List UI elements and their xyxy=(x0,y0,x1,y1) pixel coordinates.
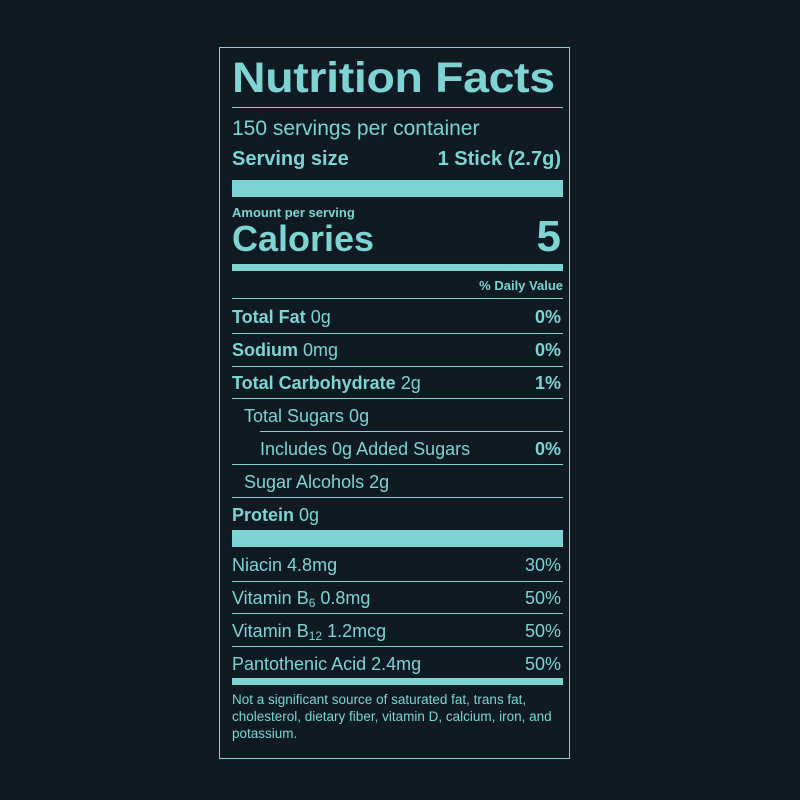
serving-size-label: Serving size xyxy=(232,148,349,170)
nutrient-row-sugar-alcohols: Sugar Alcohols 2g xyxy=(220,466,569,498)
vitamin-row-b12: Vitamin B12 1.2mcg 50% xyxy=(220,615,569,647)
servings-per-container: 150 servings per container xyxy=(232,117,480,140)
nutrient-row-total-fat: Total Fat 0g 0% xyxy=(220,301,569,333)
nutrient-name: Total Fat xyxy=(232,307,306,327)
nutrient-name: Sodium xyxy=(232,340,298,360)
vitamin-row-b6: Vitamin B6 0.8mg 50% xyxy=(220,582,569,614)
nutrient-row-added-sugars: Includes 0g Added Sugars 0% xyxy=(220,433,569,465)
nutrient-dv: 0% xyxy=(534,307,561,327)
nutrient-name: Includes 0g Added Sugars xyxy=(260,439,471,459)
medium-divider xyxy=(232,264,563,271)
divider xyxy=(232,581,563,582)
vitamin-amount: 2.4mg xyxy=(371,654,422,674)
vitamin-amount: 4.8mg xyxy=(287,555,338,575)
nutrient-dv: 1% xyxy=(534,373,561,393)
medium-divider xyxy=(232,678,563,685)
nutrient-name: Total Carbohydrate xyxy=(232,373,396,393)
vitamin-name: Niacin xyxy=(232,555,283,575)
vitamin-amount: 1.2mcg xyxy=(327,621,387,641)
calories-value: 5 xyxy=(536,212,561,261)
nutrient-name: Protein xyxy=(232,505,295,525)
nutrient-name: Sugar Alcohols 2g xyxy=(244,472,390,492)
nutrient-amount: 0g xyxy=(299,505,320,525)
vitamin-dv: 30% xyxy=(524,555,561,575)
thick-divider xyxy=(232,530,563,547)
nutrient-dv: 0% xyxy=(534,439,561,459)
label-title: Nutrition Facts xyxy=(232,54,555,102)
nutrient-amount: 0g xyxy=(310,307,331,327)
vitamin-dv: 50% xyxy=(524,621,561,641)
vitamin-name: Vitamin B xyxy=(232,621,309,641)
footnote: Not a significant source of saturated fa… xyxy=(232,692,552,741)
vitamin-dv: 50% xyxy=(524,588,561,608)
nutrient-amount: 2g xyxy=(400,373,421,393)
nutrient-row-protein: Protein 0g xyxy=(220,499,569,531)
nutrient-dv: 0% xyxy=(534,340,561,360)
divider xyxy=(232,398,563,399)
divider xyxy=(232,107,563,108)
divider xyxy=(260,431,563,432)
divider xyxy=(232,497,563,498)
divider xyxy=(232,646,563,647)
vitamin-name: Vitamin B xyxy=(232,588,309,608)
divider xyxy=(232,366,563,367)
vitamin-subscript: 12 xyxy=(308,629,323,643)
vitamin-amount: 0.8mg xyxy=(320,588,371,608)
nutrient-row-total-carbohydrate: Total Carbohydrate 2g 1% xyxy=(220,367,569,399)
nutrient-row-total-sugars: Total Sugars 0g xyxy=(220,400,569,432)
calories-label: Calories xyxy=(232,218,375,259)
thick-divider xyxy=(232,180,563,197)
amount-per-serving: Amount per serving xyxy=(232,205,355,220)
daily-value-header: % Daily Value xyxy=(479,278,563,293)
divider xyxy=(232,298,563,299)
divider xyxy=(232,333,563,334)
vitamin-name: Pantothenic Acid xyxy=(232,654,367,674)
vitamin-row-pantothenic-acid: Pantothenic Acid 2.4mg 50% xyxy=(220,648,569,680)
nutrition-facts-label: Nutrition Facts 150 servings per contain… xyxy=(219,47,570,759)
divider xyxy=(232,613,563,614)
vitamin-dv: 50% xyxy=(524,654,561,674)
nutrient-name: Total Sugars 0g xyxy=(244,406,370,426)
nutrient-row-sodium: Sodium 0mg 0% xyxy=(220,334,569,366)
serving-size-value: 1 Stick (2.7g) xyxy=(437,148,561,170)
vitamin-row-niacin: Niacin 4.8mg 30% xyxy=(220,549,569,581)
divider xyxy=(232,464,563,465)
vitamin-subscript: 6 xyxy=(308,596,316,610)
nutrient-amount: 0mg xyxy=(303,340,339,360)
